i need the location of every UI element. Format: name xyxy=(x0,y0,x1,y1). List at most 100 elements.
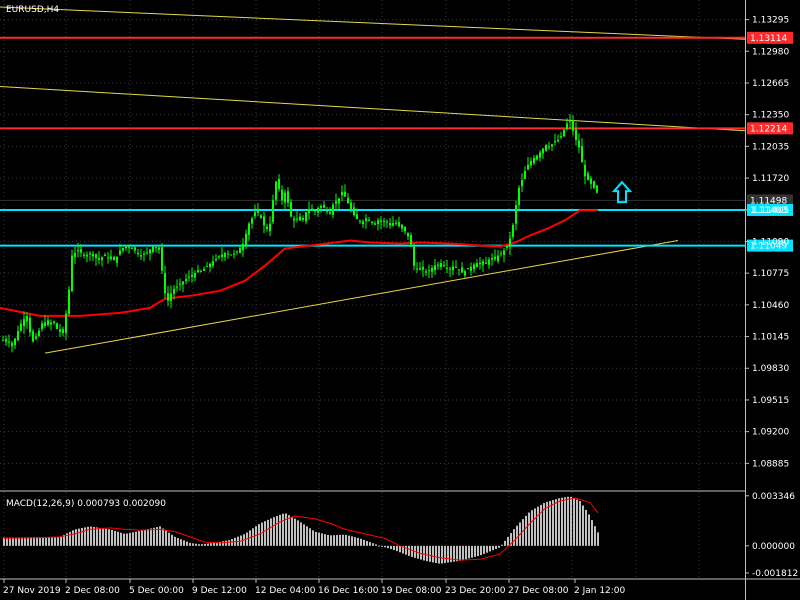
candle-body xyxy=(248,223,250,235)
macd-bar xyxy=(81,527,83,546)
macd-bar xyxy=(327,534,329,546)
level-price-label: 1.11498 xyxy=(750,196,787,206)
macd-bar xyxy=(66,533,68,546)
candle-body xyxy=(272,200,274,222)
macd-bar xyxy=(72,530,74,546)
candle-body xyxy=(299,216,301,221)
candle-body xyxy=(566,123,568,129)
candle-body xyxy=(452,266,454,271)
candle-body xyxy=(449,268,451,270)
macd-bar xyxy=(24,537,26,546)
candle-body xyxy=(251,218,253,224)
macd-bar xyxy=(459,545,461,561)
candle-body xyxy=(131,248,133,250)
candle-body xyxy=(50,322,52,325)
candle-body xyxy=(365,218,367,222)
macd-bar xyxy=(513,529,515,546)
macd-bar xyxy=(264,521,266,546)
macd-bar xyxy=(84,527,86,546)
macd-bar xyxy=(504,540,506,546)
macd-bar xyxy=(258,524,260,546)
candle-body xyxy=(578,140,580,148)
time-tick-label: 23 Dec 20:00 xyxy=(445,586,506,596)
macd-bar xyxy=(381,545,383,547)
macd-bar xyxy=(588,514,590,546)
price-tick-label: 1.11090 xyxy=(752,237,789,247)
macd-bar xyxy=(123,533,125,546)
candle-body xyxy=(128,246,130,248)
macd-bar xyxy=(537,506,539,546)
macd-bar xyxy=(354,537,356,546)
macd-bar xyxy=(408,545,410,556)
macd-bar xyxy=(321,533,323,546)
macd-bar xyxy=(60,536,62,546)
candle-body xyxy=(107,257,109,259)
candle-body xyxy=(425,271,427,273)
candle-body xyxy=(2,340,4,342)
macd-bar xyxy=(555,499,557,546)
candle-body xyxy=(326,210,328,212)
trendline-resistance[interactable] xyxy=(0,6,746,40)
price-axis: 1.13295 1.12980 1.12665 1.12350 1.12035 1.117… xyxy=(745,0,798,600)
candle-body xyxy=(458,269,460,271)
trendlines xyxy=(0,6,746,354)
macd-bar xyxy=(333,535,335,546)
candle-body xyxy=(422,266,424,270)
candle-body xyxy=(269,223,271,232)
price-tick-label: 1.11405 xyxy=(752,206,789,216)
candle-body xyxy=(95,254,97,258)
candle-body xyxy=(308,209,310,214)
candle-body xyxy=(17,331,19,341)
price-tick-label: 1.12980 xyxy=(752,47,789,57)
level-price-box xyxy=(747,194,793,207)
candle-body xyxy=(473,264,475,270)
candle-body xyxy=(374,223,376,225)
macd-bar xyxy=(69,531,71,546)
candle-body xyxy=(347,197,349,204)
candle-body xyxy=(149,249,151,254)
trendline-support[interactable] xyxy=(44,239,679,354)
candle-body xyxy=(305,212,307,222)
macd-bar xyxy=(369,542,371,546)
candle-body xyxy=(314,210,316,212)
candle-body xyxy=(356,214,358,220)
candle-body xyxy=(467,268,469,270)
up-arrow-icon[interactable] xyxy=(611,180,633,204)
macd-bar xyxy=(297,520,299,546)
macd-tick-label: 0.000000 xyxy=(752,542,795,552)
macd-bar xyxy=(429,545,431,562)
trendline-resistance[interactable] xyxy=(0,86,746,132)
candle-body xyxy=(479,262,481,265)
candle-body xyxy=(527,164,529,170)
candle-body xyxy=(152,246,154,253)
macd-bar xyxy=(498,545,500,548)
candle-body xyxy=(434,265,436,271)
macd-bar xyxy=(387,545,389,549)
candle-body xyxy=(284,192,286,203)
candle-body xyxy=(500,253,502,255)
macd-bar xyxy=(336,535,338,546)
macd-bar xyxy=(546,501,548,546)
macd-bar xyxy=(402,545,404,554)
time-tick-label: 5 Dec 00:00 xyxy=(129,586,184,596)
macd-bar xyxy=(324,534,326,546)
signal-arrow xyxy=(611,180,633,204)
candle-body xyxy=(542,148,544,154)
candle-body xyxy=(569,119,571,122)
macd-bar xyxy=(12,537,14,546)
macd-bar xyxy=(282,513,284,546)
macd-bar xyxy=(204,543,206,546)
candle-body xyxy=(224,253,226,258)
macd-bar xyxy=(9,537,11,546)
level-price-box xyxy=(747,203,793,216)
macd-bar xyxy=(30,537,32,546)
candle-body xyxy=(419,268,421,270)
candle-body xyxy=(506,245,508,248)
candle-body xyxy=(47,320,49,325)
macd-bar xyxy=(216,542,218,546)
candle-body xyxy=(572,120,574,132)
candle-body xyxy=(194,273,196,278)
macd-bar xyxy=(507,536,509,546)
